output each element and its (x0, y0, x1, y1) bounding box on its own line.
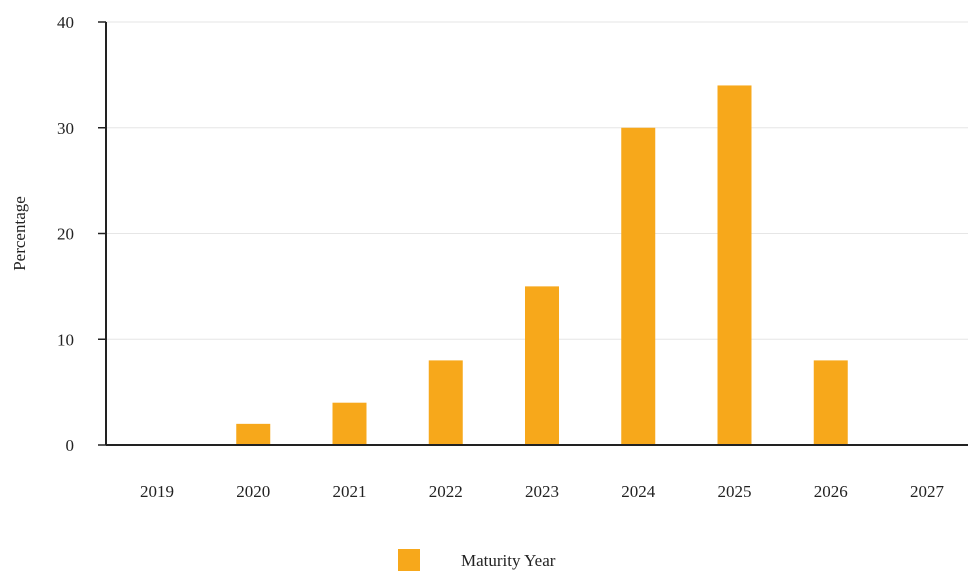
y-tick-label: 20 (57, 225, 74, 244)
y-axis-label: Percentage (10, 196, 29, 271)
y-tick-label: 0 (66, 436, 75, 455)
x-tick-label-2025: 2025 (718, 482, 752, 501)
legend-swatch (398, 549, 420, 571)
x-tick-label-2022: 2022 (429, 482, 463, 501)
legend: Maturity Year (398, 549, 556, 571)
x-tick-labels: 2019 2020 2021 2022 2023 2024 2025 2026 2027 (140, 482, 945, 501)
x-tick-label-2019: 2019 (140, 482, 174, 501)
bar-2021 (332, 402, 367, 445)
x-tick-label-2020: 2020 (236, 482, 270, 501)
y-tick-label: 10 (57, 330, 74, 349)
y-tick-label: 40 (57, 13, 74, 32)
bar-2025 (717, 85, 752, 445)
x-tick-label-2024: 2024 (621, 482, 656, 501)
y-tick-labels: 0 10 20 30 40 (57, 13, 106, 455)
x-tick-label-2026: 2026 (814, 482, 848, 501)
x-tick-label-2021: 2021 (333, 482, 367, 501)
y-tick-label: 30 (57, 119, 74, 138)
bar-2023 (525, 286, 559, 445)
bar-2020 (236, 423, 271, 445)
x-tick-label-2027: 2027 (910, 482, 945, 501)
bar-2024 (621, 127, 656, 445)
bar-2026 (813, 360, 848, 445)
x-tick-label-2023: 2023 (525, 482, 559, 501)
bars (236, 85, 848, 445)
legend-label: Maturity Year (461, 551, 556, 570)
bar-2022 (428, 360, 463, 445)
